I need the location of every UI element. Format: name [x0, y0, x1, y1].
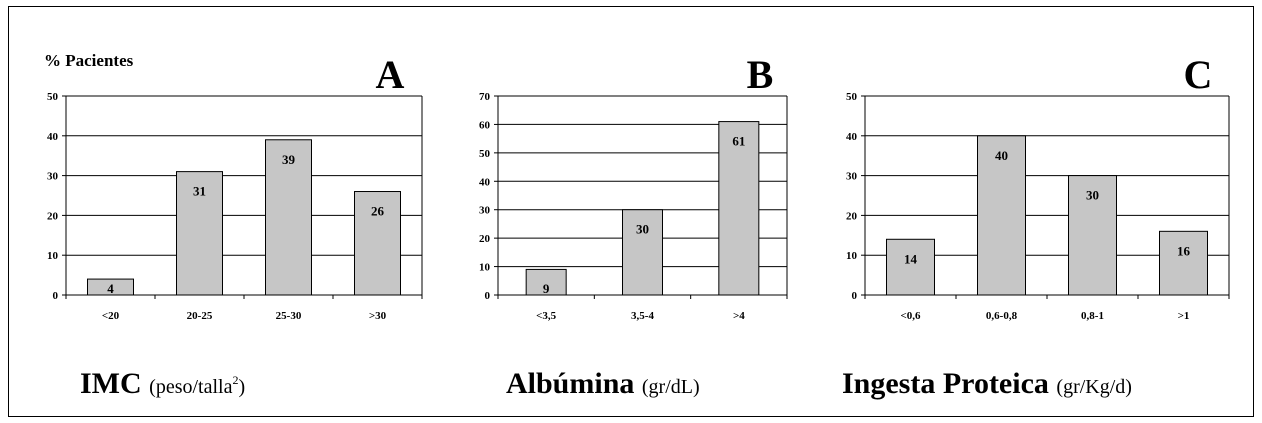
- panel-letter: B: [747, 52, 774, 97]
- chart-panel-b: 0 10 20 30 40 50 60 70 9 <3,5 30 3,5-4 61 >4 B Albúmina…: [479, 52, 788, 400]
- y-tick-label: 50: [479, 148, 491, 160]
- data-label: 30: [1086, 188, 1099, 203]
- bar: [718, 121, 760, 296]
- bar: [1159, 230, 1208, 296]
- x-tick-label: 20-25: [187, 310, 213, 322]
- y-tick-label: 0: [852, 290, 858, 302]
- data-label: 14: [904, 251, 918, 266]
- caption-main: Ingesta Proteica: [842, 367, 1056, 400]
- y-tick-label: 10: [47, 250, 59, 262]
- data-label: 61: [732, 134, 745, 149]
- y-tick-label: 10: [846, 250, 858, 262]
- bar: [176, 171, 223, 296]
- bar: [886, 238, 935, 296]
- chart-panel-a: 0 10 20 30 40 50 4 <20 31 20-25 39 25-30 26 >30 A IMC (…: [47, 52, 423, 400]
- y-tick-label: 30: [479, 205, 491, 217]
- y-tick-label: 20: [846, 210, 858, 222]
- caption-unit-end: ): [238, 376, 245, 398]
- data-label: 31: [193, 184, 206, 199]
- y-tick-label: 0: [485, 290, 491, 302]
- x-tick-label: 25-30: [276, 310, 302, 322]
- caption-main: IMC: [80, 367, 149, 400]
- caption-main: Albúmina: [506, 367, 642, 400]
- y-tick-label: 30: [846, 171, 858, 183]
- x-tick-label: <20: [102, 310, 120, 322]
- caption-unit: (peso/talla: [149, 376, 232, 398]
- y-tick-label: 70: [479, 91, 491, 103]
- chart-panel-c: 0 10 20 30 40 50 14 <0,6 40 0,6-0,8 30 0,8-1 16 >1 C In…: [842, 52, 1230, 400]
- y-tick-label: 20: [47, 210, 59, 222]
- panel-letter: A: [376, 52, 405, 97]
- x-tick-label: <0,6: [900, 310, 921, 322]
- x-tick-label: 0,6-0,8: [986, 310, 1018, 322]
- x-tick-label: >1: [1178, 310, 1190, 322]
- bar: [354, 191, 401, 296]
- data-label: 26: [371, 204, 385, 219]
- y-tick-label: 10: [479, 262, 491, 274]
- data-label: 9: [543, 281, 550, 296]
- y-tick-label: 50: [846, 91, 858, 103]
- data-label: 30: [636, 222, 649, 237]
- chart-caption: IMC (peso/talla2): [80, 367, 245, 400]
- bar: [265, 139, 312, 296]
- y-tick-label: 50: [47, 91, 59, 103]
- chart-caption: Ingesta Proteica (gr/Kg/d): [842, 367, 1132, 400]
- caption-unit: (gr/dL): [642, 376, 700, 398]
- x-tick-label: 0,8-1: [1081, 310, 1104, 322]
- data-label: 40: [995, 148, 1008, 163]
- bar: [977, 135, 1026, 296]
- x-tick-label: >30: [369, 310, 387, 322]
- x-tick-label: 3,5-4: [631, 310, 654, 322]
- chart-caption: Albúmina (gr/dL): [506, 367, 700, 400]
- y-tick-label: 30: [47, 171, 59, 183]
- y-tick-label: 20: [479, 233, 491, 245]
- bar: [1068, 175, 1117, 296]
- y-tick-label: 60: [479, 119, 491, 131]
- x-tick-label: <3,5: [536, 310, 557, 322]
- y-tick-label: 40: [47, 131, 59, 143]
- y-tick-label: 40: [846, 131, 858, 143]
- data-label: 39: [282, 152, 296, 167]
- y-axis-label: % Pacientes: [44, 51, 134, 70]
- y-tick-label: 0: [53, 290, 59, 302]
- y-tick-label: 40: [479, 176, 491, 188]
- panel-letter: C: [1184, 52, 1213, 97]
- data-label: 16: [1177, 243, 1191, 258]
- caption-unit: (gr/Kg/d): [1056, 376, 1132, 398]
- caption-superscript: 2: [232, 373, 238, 387]
- data-label: 4: [107, 281, 114, 296]
- bar: [525, 268, 567, 296]
- x-tick-label: >4: [733, 310, 745, 322]
